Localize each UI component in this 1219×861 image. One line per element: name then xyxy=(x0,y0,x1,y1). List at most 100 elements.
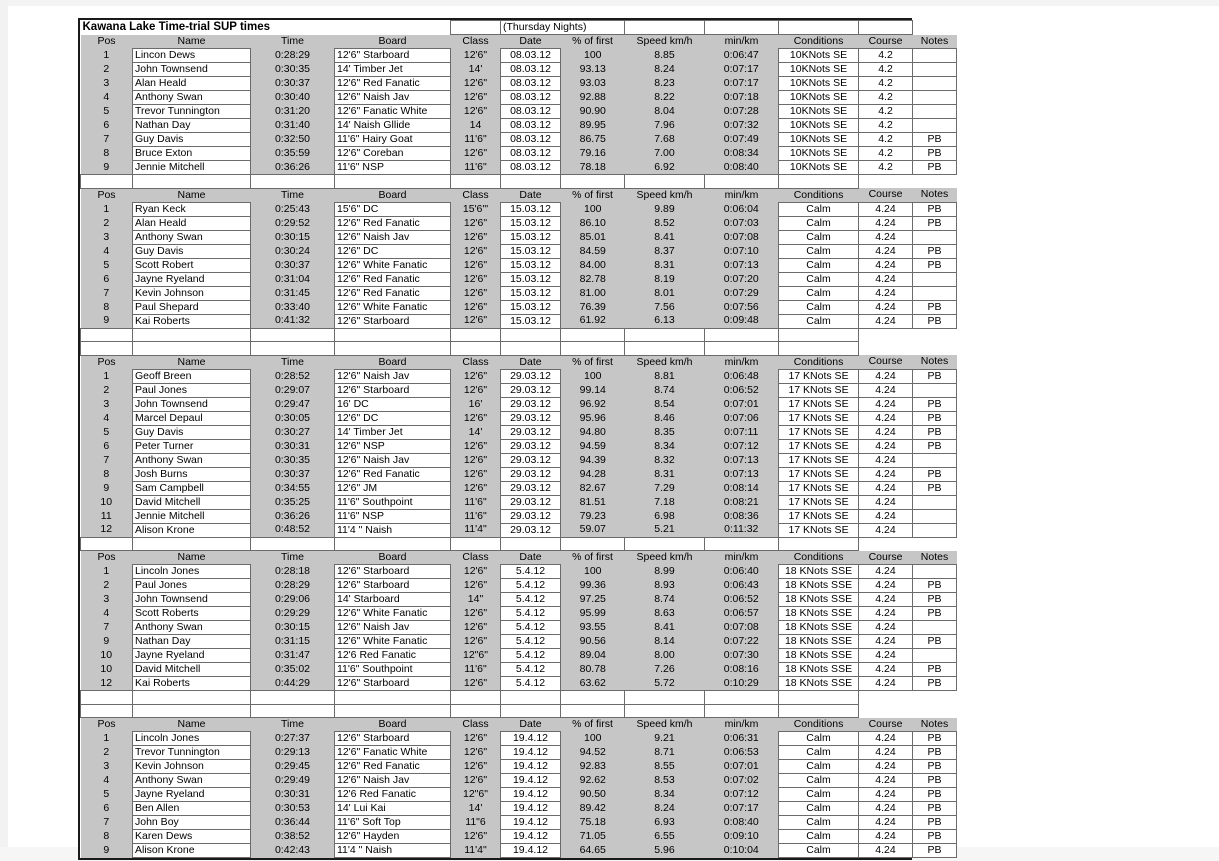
table-row[interactable]: 4 Marcel Depaul 0:30:05 12'6" DC 12'6" 29.03.… xyxy=(80,410,958,426)
title-spacer-cell xyxy=(858,20,914,35)
table-row[interactable]: 9 Kai Roberts 0:41:32 12'6" Starboard 12'6" 1… xyxy=(80,313,958,329)
table-row[interactable]: 2 Trevor Tunnington 0:29:13 12'6" Fanatic W… xyxy=(80,745,958,760)
column-header-pos: Pos xyxy=(80,355,133,369)
cell-pct: 82.78 xyxy=(560,272,625,286)
table-row[interactable]: 3 Kevin Johnson 0:29:45 12'6" Red Fanatic 12… xyxy=(80,759,958,774)
cell-pace: 0:07:17 xyxy=(704,76,779,91)
cell-time: 0:29:06 xyxy=(250,592,335,607)
cell-course: 4.24 xyxy=(858,731,914,746)
document-title: Kawana Lake Time-trial SUP times xyxy=(80,20,451,35)
table-row[interactable]: 9 Jennie Mitchell 0:36:26 11'6" NSP 11'6" 08.… xyxy=(80,160,958,175)
table-row[interactable]: 12 Kai Roberts 0:44:29 12'6" Starboard 12'6"… xyxy=(80,676,958,691)
cell-pos: 3 xyxy=(80,759,133,774)
table-row[interactable]: 4 Anthony Swan 0:30:40 12'6" Naish Jav 12'6"… xyxy=(80,90,958,105)
cell-pct: 76.39 xyxy=(560,300,625,314)
cell-time: 0:30:15 xyxy=(250,620,335,635)
table-row[interactable]: 6 Nathan Day 0:31:40 14' Naish Gllide 14 08.0… xyxy=(80,118,958,133)
table-row[interactable]: 9 Sam Campbell 0:34:55 12'6" JM 12'6" 29.03.1… xyxy=(80,480,958,496)
cell-class: 12'6" xyxy=(450,258,501,272)
table-row[interactable]: 2 John Townsend 0:30:35 14' Timber Jet 14' 08… xyxy=(80,62,958,77)
table-row[interactable]: 10 David Mitchell 0:35:02 11'6" Southpoint 1… xyxy=(80,662,958,677)
cell-date: 15.03.12 xyxy=(500,257,561,273)
cell-board: 12'6 Red Fanatic xyxy=(334,648,451,663)
table-row[interactable]: 3 John Townsend 0:29:47 16' DC 16' 29.03.12 96… xyxy=(80,396,958,412)
cell-conditions: 10KNots SE xyxy=(778,118,860,133)
table-row[interactable]: 10 Jayne Ryeland 0:31:47 12'6 Red Fanatic 12… xyxy=(80,648,958,663)
cell-notes: PB xyxy=(912,424,958,440)
cell-pos: 7 xyxy=(80,132,133,147)
table-row[interactable]: 8 Bruce Exton 0:35:59 12'6" Coreban 12'6" 08.… xyxy=(80,146,958,161)
table-row[interactable]: 1 Lincoln Jones 0:28:18 12'6" Starboard 12'6… xyxy=(80,564,958,579)
cell-class: 12'6" xyxy=(450,146,501,161)
cell-name: Nathan Day xyxy=(132,118,251,133)
cell-name: Lincoln Jones xyxy=(132,564,251,579)
table-row[interactable]: 5 Guy Davis 0:30:27 14' Timber Jet 14' 29.03.… xyxy=(80,424,958,440)
table-row[interactable]: 1 Ryan Keck 0:25:43 15'6" DC 15'6'" 15.03.12 1… xyxy=(80,201,958,217)
column-header-row: Pos Name Time Board Class Date% of first Speed… xyxy=(80,717,957,732)
table-row[interactable]: 9 Alison Krone 0:42:43 11'4 " Naish 11'4" 19.… xyxy=(80,843,958,858)
table-row[interactable]: 6 Ben Allen 0:30:53 14' Lui Kai 14' 19.4.12 89… xyxy=(80,801,958,816)
table-row[interactable]: 4 Guy Davis 0:30:24 12'6" DC 12'6" 15.03.12 84… xyxy=(80,243,958,259)
cell-notes: PB xyxy=(912,787,958,802)
spacer-cell xyxy=(624,327,706,342)
cell-date: 08.03.12 xyxy=(500,90,561,105)
table-row[interactable]: 1 Geoff Breen 0:28:52 12'6" Naish Jav 12'6" 2… xyxy=(80,368,958,384)
table-row[interactable]: 8 Paul Shepard 0:33:40 12'6" White Fanatic 1… xyxy=(80,299,958,315)
table-row[interactable]: 4 Anthony Swan 0:29:49 12'6" Naish Jav 12'6"… xyxy=(80,773,958,788)
table-row[interactable]: 7 Anthony Swan 0:30:15 12'6" Naish Jav 12'6"… xyxy=(80,620,958,635)
spacer-cell xyxy=(778,327,860,342)
table-row[interactable]: 7 John Boy 0:36:44 11'6" Soft Top 11"6 19.4.1… xyxy=(80,815,958,830)
table-row[interactable]: 12 Alison Krone 0:48:52 11'4 " Naish 11'4" 29… xyxy=(80,522,958,538)
table-row[interactable]: 11 Jennie Mitchell 0:36:26 11'6" NSP 11'6" 29… xyxy=(80,508,958,524)
table-row[interactable]: 5 Trevor Tunnington 0:31:20 12'6" Fanatic W… xyxy=(80,104,958,119)
cell-date: 08.03.12 xyxy=(500,62,561,77)
cell-name: Ben Allen xyxy=(132,801,251,816)
spacer-cell xyxy=(450,690,501,705)
table-row[interactable]: 8 Karen Dews 0:38:52 12'6" Hayden 12'6" 19.4.… xyxy=(80,829,958,844)
table-row[interactable]: 3 Anthony Swan 0:30:15 12'6" Naish Jav 12'6"… xyxy=(80,229,958,245)
cell-class: 12'6" xyxy=(450,564,501,579)
table-row[interactable]: 1 Lincoln Jones 0:27:37 12'6" Starboard 12'6… xyxy=(80,731,958,746)
column-header-pace: min/km xyxy=(704,717,779,732)
table-row[interactable]: 7 Kevin Johnson 0:31:45 12'6" Red Fanatic 12… xyxy=(80,285,958,301)
column-header-pace: min/km xyxy=(704,550,779,565)
cell-name: Geoff Breen xyxy=(132,368,251,384)
cell-pos: 3 xyxy=(80,230,133,244)
column-header-pos: Pos xyxy=(80,550,133,565)
cell-name: Paul Jones xyxy=(132,382,251,398)
table-row[interactable]: 2 Paul Jones 0:28:29 12'6" Starboard 12'6" 5.… xyxy=(80,578,958,593)
table-row[interactable]: 6 Jayne Ryeland 0:31:04 12'6" Red Fanatic 12… xyxy=(80,271,958,287)
column-header-pct: % of first xyxy=(560,550,625,565)
cell-board: 12'6" Starboard xyxy=(334,382,451,398)
cell-date: 29.03.12 xyxy=(500,508,561,524)
cell-notes: PB xyxy=(912,410,958,426)
document-subtitle: (Thursday Nights) xyxy=(499,20,626,35)
table-row[interactable]: 2 Paul Jones 0:29:07 12'6" Starboard 12'6" 29… xyxy=(80,382,958,398)
table-row[interactable]: 6 Peter Turner 0:30:31 12'6" NSP 12'6" 29.03.… xyxy=(80,438,958,454)
cell-conditions: 10KNots SE xyxy=(778,48,860,63)
cell-time: 0:30:53 xyxy=(250,801,335,816)
table-row[interactable]: 10 David Mitchell 0:35:25 11'6" Southpoint 1… xyxy=(80,494,958,510)
table-row[interactable]: 3 Alan Heald 0:30:37 12'6" Red Fanatic 12'6"… xyxy=(80,76,958,91)
table-row[interactable]: 9 Nathan Day 0:31:15 12'6" White Fanatic 12'… xyxy=(80,634,958,649)
cell-pos: 7 xyxy=(80,815,133,830)
table-row[interactable]: 2 Alan Heald 0:29:52 12'6" Red Fanatic 12'6"… xyxy=(80,215,958,231)
cell-notes: PB xyxy=(912,843,958,858)
table-row[interactable]: 3 John Townsend 0:29:06 14' Starboard 14" 5.4… xyxy=(80,592,958,607)
table-row[interactable]: 5 Jayne Ryeland 0:30:31 12'6 Red Fanatic 12"… xyxy=(80,787,958,802)
cell-conditions: Calm xyxy=(778,745,860,760)
cell-conditions: 17 KNots SE xyxy=(778,522,860,538)
cell-class: 11"6 xyxy=(450,815,501,830)
table-row[interactable]: 1 Lincon Dews 0:28:29 12'6" Starboard 12'6" 0… xyxy=(80,48,958,63)
column-header-board: Board xyxy=(334,717,451,732)
table-row[interactable]: 7 Anthony Swan 0:30:35 12'6" Naish Jav 12'6"… xyxy=(80,452,958,468)
cell-course: 4.2 xyxy=(858,160,914,175)
table-row[interactable]: 4 Scott Roberts 0:29:29 12'6" White Fanatic… xyxy=(80,606,958,621)
cell-class: 12'6" xyxy=(450,676,501,691)
cell-pace: 0:07:29 xyxy=(704,286,779,300)
table-row[interactable]: 7 Guy Davis 0:32:50 11'6" Hairy Goat 11'6" 08… xyxy=(80,132,958,147)
table-row[interactable]: 5 Scott Robert 0:30:37 12'6" White Fanatic 1… xyxy=(80,257,958,273)
cell-conditions: Calm xyxy=(778,201,860,217)
column-header-conditions: Conditions xyxy=(778,717,859,732)
table-row[interactable]: 8 Josh Burns 0:30:37 12'6" Red Fanatic 12'6"… xyxy=(80,466,958,482)
